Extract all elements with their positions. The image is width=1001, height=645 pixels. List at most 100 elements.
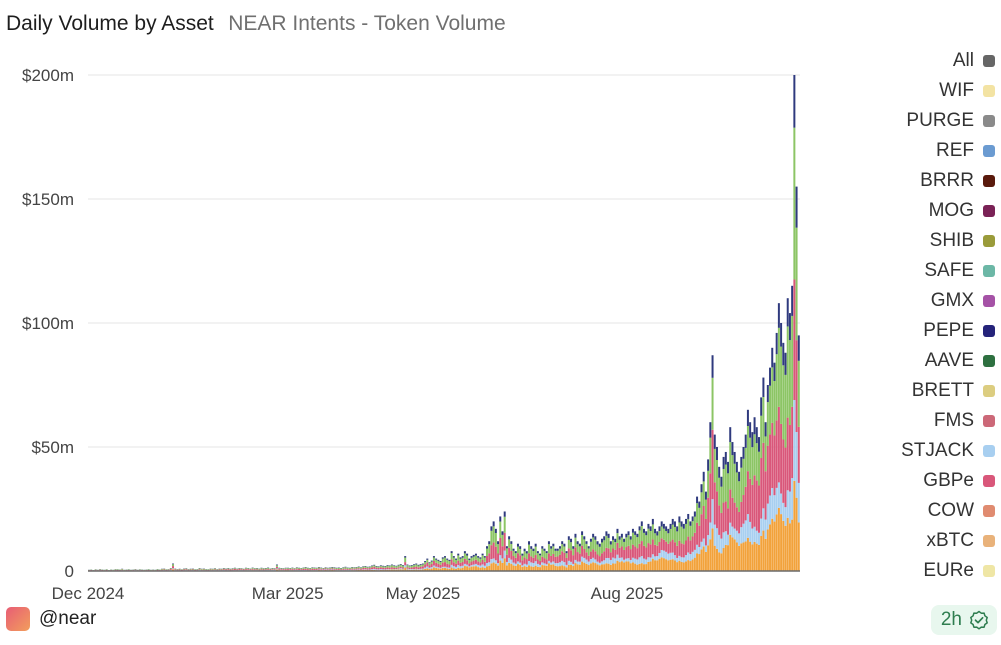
bar-segment xyxy=(771,422,774,489)
bar-segment xyxy=(267,567,270,569)
y-tick-label: $50m xyxy=(31,438,74,457)
bar-segment xyxy=(461,567,464,571)
legend-item[interactable]: All xyxy=(835,46,995,76)
bar-stack xyxy=(570,538,573,571)
bar-segment xyxy=(393,569,396,570)
legend-item[interactable]: EURe xyxy=(835,556,995,578)
bar-segment xyxy=(552,564,555,571)
bar-segment xyxy=(415,564,418,567)
bar-segment xyxy=(760,415,763,459)
bar-segment xyxy=(749,541,752,571)
bar-stack xyxy=(466,553,469,571)
bar-segment xyxy=(629,549,632,560)
bar-segment xyxy=(782,342,785,366)
bar-stack xyxy=(667,528,670,571)
bar-segment xyxy=(397,565,400,568)
author-handle[interactable]: @near xyxy=(39,608,97,629)
bar-segment xyxy=(207,569,210,571)
bar-segment xyxy=(337,567,340,570)
bar-segment xyxy=(623,549,626,560)
bar-segment xyxy=(242,568,245,570)
legend-label: MOG xyxy=(928,200,974,221)
bar-segment xyxy=(452,568,455,571)
bar-segment xyxy=(536,563,539,567)
bar-segment xyxy=(698,525,701,547)
freshness-badge[interactable]: 2h xyxy=(930,605,997,635)
bar-stack xyxy=(594,536,597,571)
bar-segment xyxy=(589,551,592,560)
bar-segment xyxy=(311,567,314,569)
bar-segment xyxy=(474,563,477,567)
bar-segment xyxy=(503,532,506,551)
legend-item[interactable]: GBPe xyxy=(835,466,995,496)
legend-item[interactable]: SAFE xyxy=(835,256,995,286)
bar-segment xyxy=(773,435,776,496)
legend-item[interactable]: FMS xyxy=(835,406,995,436)
bar-segment xyxy=(432,556,435,558)
bar-segment xyxy=(432,565,435,568)
bar-segment xyxy=(791,519,794,571)
legend-item[interactable]: xBTC xyxy=(835,526,995,556)
bar-segment xyxy=(439,567,442,569)
bar-segment xyxy=(251,567,254,569)
bar-segment xyxy=(415,568,418,570)
legend-item[interactable]: WIF xyxy=(835,76,995,106)
bar-stack xyxy=(654,528,657,571)
legend-item[interactable]: BRRR xyxy=(835,166,995,196)
bar-stack xyxy=(603,536,606,571)
bar-segment xyxy=(727,534,730,546)
legend-item[interactable]: AAVE xyxy=(835,346,995,376)
bar-segment xyxy=(185,568,188,570)
bar-stack xyxy=(687,513,690,571)
bar-segment xyxy=(275,566,278,569)
legend-swatch xyxy=(983,535,995,547)
bar-segment xyxy=(483,557,486,562)
bar-segment xyxy=(324,567,327,569)
bar-segment xyxy=(643,528,645,533)
bar-segment xyxy=(419,564,422,567)
bar-segment xyxy=(490,526,493,531)
legend-item[interactable]: GMX xyxy=(835,286,995,316)
author-area[interactable]: @near xyxy=(6,607,96,631)
bar-stack xyxy=(516,543,519,571)
legend-item[interactable]: BRETT xyxy=(835,376,995,406)
legend: All WIF PURGE REF BRRR MOG SHIB SAFE GMX PEPE AAVE… xyxy=(835,46,995,578)
bar-segment xyxy=(793,127,796,280)
legend-item[interactable]: COW xyxy=(835,496,995,526)
bar-stack xyxy=(539,553,542,571)
bar-segment xyxy=(324,568,327,570)
y-tick-label: $150m xyxy=(22,190,74,209)
bar-segment xyxy=(707,459,710,471)
bar-stack xyxy=(426,558,429,571)
legend-item[interactable]: REF xyxy=(835,136,995,166)
bar-segment xyxy=(530,562,533,567)
bar-segment xyxy=(523,563,526,567)
bar-segment xyxy=(419,568,422,570)
bar-segment xyxy=(262,568,265,570)
legend-item[interactable]: PURGE xyxy=(835,106,995,136)
legend-item[interactable]: PEPE xyxy=(835,316,995,346)
bar-segment xyxy=(521,553,524,556)
legend-item[interactable]: MOG xyxy=(835,196,995,226)
bar-segment xyxy=(773,495,776,522)
bar-segment xyxy=(594,536,597,540)
bar-segment xyxy=(287,568,289,570)
bar-segment xyxy=(532,566,535,571)
bar-segment xyxy=(711,528,714,571)
bar-segment xyxy=(271,568,274,570)
bar-segment xyxy=(771,347,774,368)
bar-segment xyxy=(572,563,575,567)
legend-item[interactable]: SHIB xyxy=(835,226,995,256)
avatar[interactable] xyxy=(6,607,30,631)
legend-item[interactable]: STJACK xyxy=(835,436,995,466)
bar-stack xyxy=(598,543,601,571)
legend-label: COW xyxy=(927,500,974,521)
bar-stack xyxy=(578,543,581,571)
bar-segment xyxy=(298,568,301,569)
bar-segment xyxy=(702,538,705,547)
bar-segment xyxy=(738,471,741,482)
bar-segment xyxy=(539,555,542,561)
bar-segment xyxy=(163,569,166,571)
bar-segment xyxy=(660,526,663,539)
bar-segment xyxy=(570,564,573,571)
